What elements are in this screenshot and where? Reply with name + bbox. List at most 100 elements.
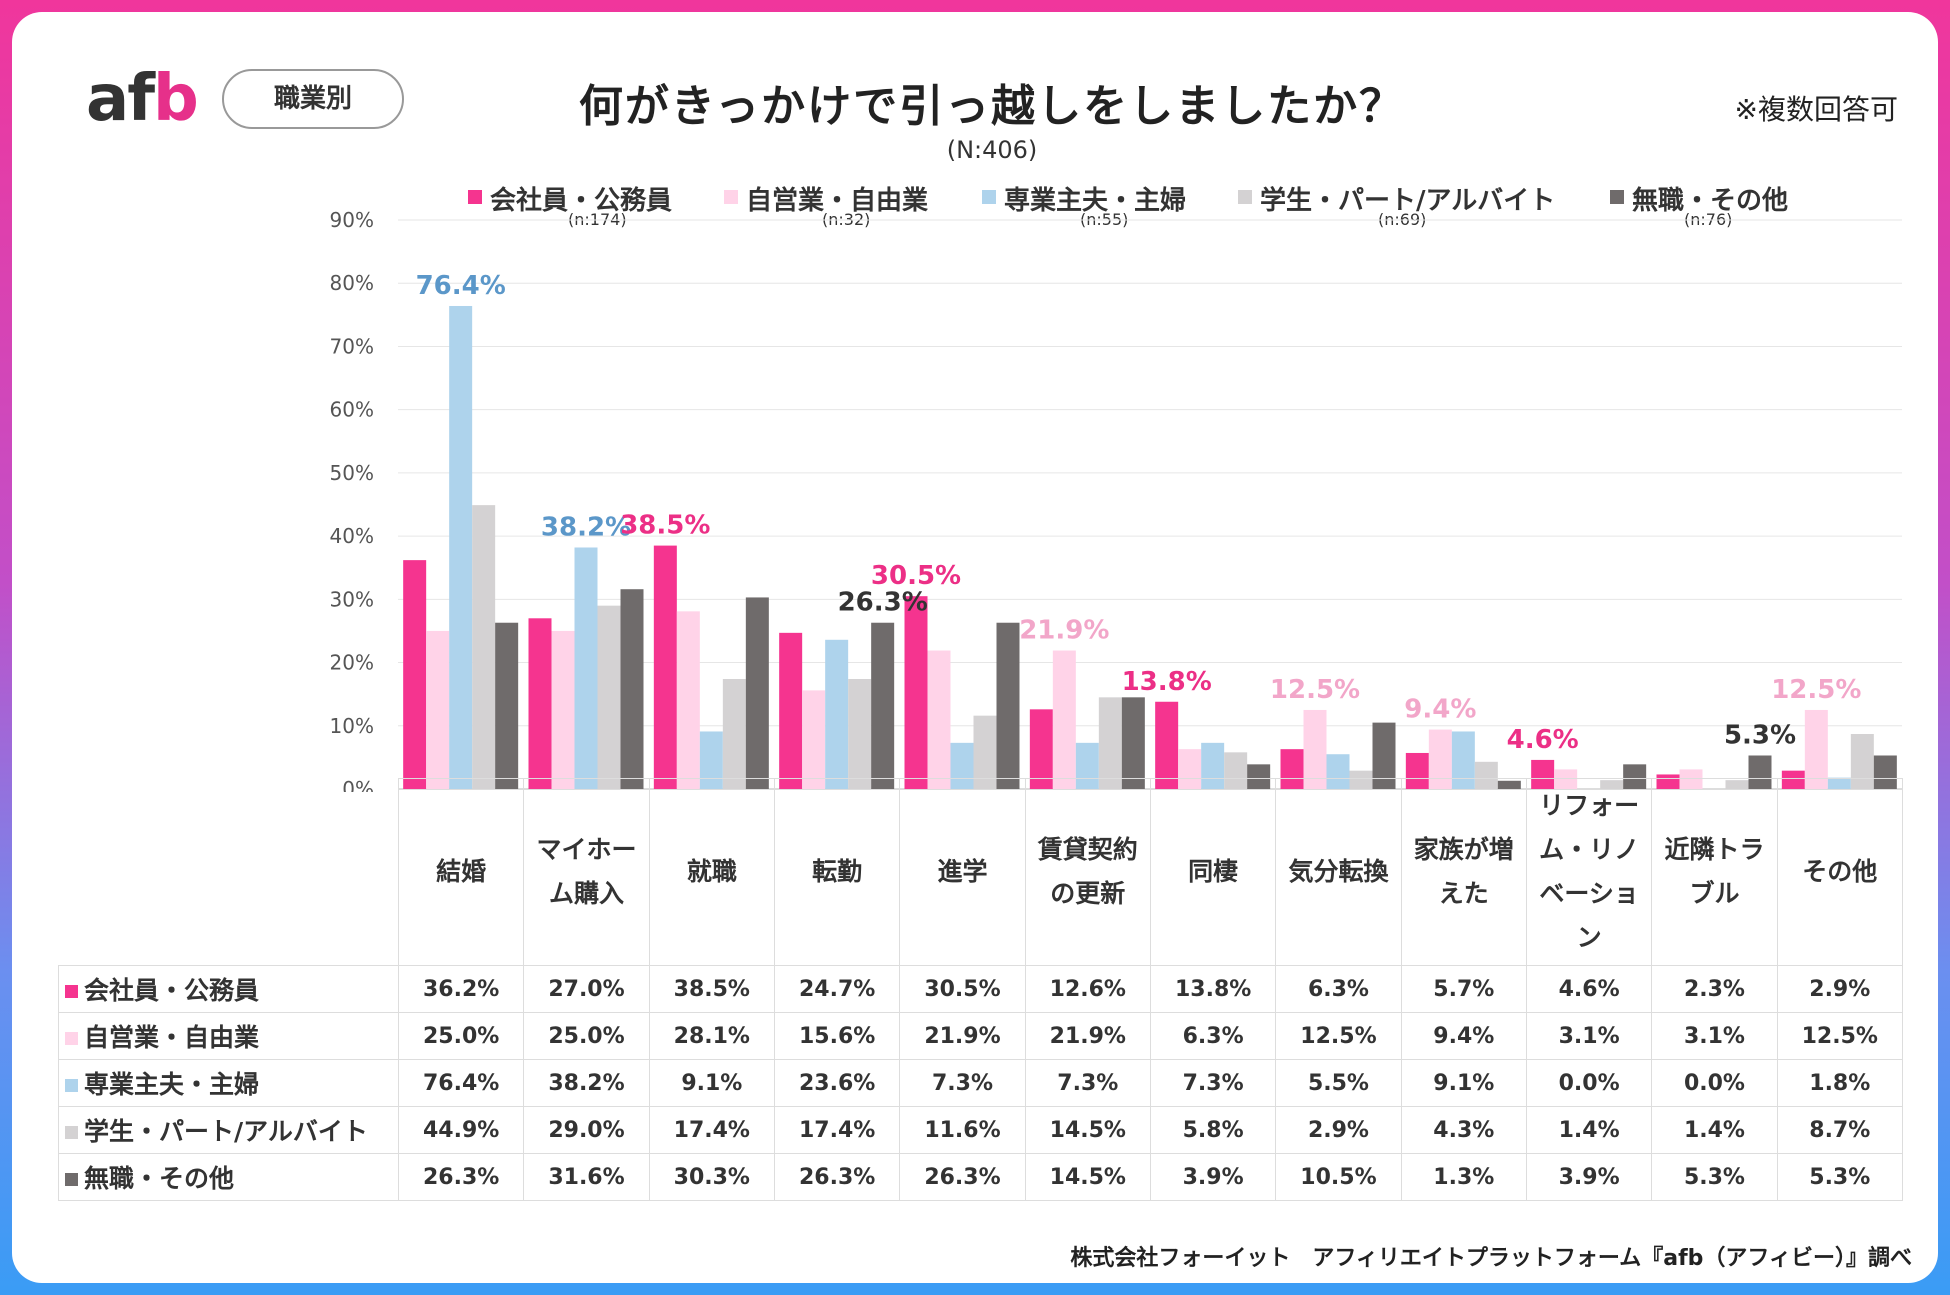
table-cell: 21.9% <box>1024 1012 1151 1060</box>
data-label: 21.9% <box>1019 616 1109 646</box>
legend-swatch <box>468 190 482 204</box>
table-cell: 12.5% <box>1776 1012 1903 1060</box>
bar <box>745 597 769 789</box>
bar <box>449 305 473 789</box>
category-label: 家族が増 えた <box>1400 778 1527 966</box>
bar <box>802 690 826 789</box>
table-cell: 1.4% <box>1525 1106 1653 1154</box>
y-tick-label: 40% <box>330 524 374 548</box>
chart-title: 何がきっかけで引っ越しをしましたか？ <box>578 81 1406 132</box>
bar <box>653 545 677 789</box>
multiple-answer-note: ※複数回答可 <box>1734 93 1898 126</box>
bar <box>676 611 700 789</box>
data-label: 38.2% <box>541 512 631 542</box>
category-label-line: 就職 <box>686 857 737 886</box>
category-label: 気分転換 <box>1275 778 1402 966</box>
table-cell: 30.5% <box>899 965 1026 1013</box>
bar <box>528 618 552 789</box>
table-cell: 12.6% <box>1024 965 1151 1013</box>
table-cell: 0.0% <box>1525 1059 1653 1107</box>
category-label-line: 気分転換 <box>1288 857 1389 886</box>
table-cell: 15.6% <box>773 1012 901 1060</box>
legend-swatch <box>724 190 738 204</box>
legend-swatch <box>982 190 996 204</box>
table-row: 無職・その他 26.3% 31.6% 30.3% 26.3% 26.3% 14.5% 3.9%… <box>58 1153 1903 1201</box>
data-label: 76.4% <box>416 271 506 301</box>
bar <box>551 630 575 789</box>
table-cell: 17.4% <box>773 1106 901 1154</box>
table-cell: 1.3% <box>1400 1153 1527 1201</box>
category-label-line: えた <box>1438 879 1489 908</box>
bar <box>950 742 974 789</box>
row-swatch <box>65 1079 78 1092</box>
row-label: 無職・その他 <box>58 1153 399 1201</box>
logo-letter-b: b <box>153 62 199 136</box>
y-tick-label: 30% <box>330 587 374 611</box>
table-cell: 26.3% <box>773 1153 901 1201</box>
bar <box>825 639 849 789</box>
row-label-text: 会社員・公務員 <box>84 976 260 1005</box>
bar <box>1075 742 1099 789</box>
bar <box>403 560 427 789</box>
bar <box>1303 709 1327 789</box>
table-cell: 30.3% <box>648 1153 775 1201</box>
bar <box>1052 650 1076 789</box>
bar <box>699 731 723 789</box>
sample-size: (N:406) <box>946 136 1038 164</box>
row-label: 会社員・公務員 <box>58 965 399 1013</box>
table-cell: 9.1% <box>1400 1059 1527 1107</box>
category-label-line: ム購入 <box>548 879 624 908</box>
bar <box>1372 722 1396 789</box>
bar <box>1428 729 1452 789</box>
y-tick-label: 50% <box>330 461 374 485</box>
table-cell: 28.1% <box>648 1012 775 1060</box>
y-tick-label: 10% <box>330 714 374 738</box>
table-cell: 25.0% <box>397 1012 525 1060</box>
data-label: 13.8% <box>1122 667 1212 697</box>
category-label: 賃貸契約 の更新 <box>1024 778 1151 966</box>
chart-card: afb 職業別 何がきっかけで引っ越しをしましたか？ (N:406) ※複数回答… <box>12 12 1938 1283</box>
table-cell: 38.2% <box>523 1059 650 1107</box>
bar <box>597 605 621 789</box>
table-cell: 12.5% <box>1275 1012 1402 1060</box>
logo-letter-a: a <box>86 62 129 136</box>
bar <box>1121 697 1145 789</box>
bar <box>1850 733 1874 789</box>
table-cell: 27.0% <box>523 965 650 1013</box>
category-label-line: ム・リノ <box>1539 835 1640 864</box>
category-label: 就職 <box>648 778 775 966</box>
legend-label: 会社員・公務員 <box>490 186 673 216</box>
data-label: 26.3% <box>838 588 928 618</box>
bar <box>1201 742 1225 789</box>
row-swatch <box>65 1032 78 1045</box>
row-swatch <box>65 1126 78 1139</box>
table-cell: 26.3% <box>899 1153 1026 1201</box>
category-label: 進学 <box>899 778 1026 966</box>
bar <box>871 622 895 789</box>
table-cell: 8.7% <box>1776 1106 1903 1154</box>
bar <box>1804 709 1828 789</box>
table-row: 専業主夫・主婦 76.4% 38.2% 9.1% 23.6% 7.3% 7.3% 7.3% 5.… <box>58 1059 1903 1107</box>
data-label: 4.6% <box>1507 725 1579 755</box>
table-cell: 3.1% <box>1525 1012 1653 1060</box>
table-cell: 29.0% <box>523 1106 650 1154</box>
legend-label: 無職・その他 <box>1632 186 1789 216</box>
table-cell: 2.9% <box>1275 1106 1402 1154</box>
table-cell: 13.8% <box>1149 965 1277 1013</box>
category-label-line: ン <box>1576 923 1602 952</box>
table-cell: 24.7% <box>773 965 901 1013</box>
table-cell: 3.9% <box>1149 1153 1277 1201</box>
row-label-text: 学生・パート/アルバイト <box>84 1117 368 1146</box>
table-cell: 14.5% <box>1024 1106 1151 1154</box>
category-label-line: 賃貸契約 <box>1037 835 1138 864</box>
table-row: 学生・パート/アルバイト 44.9% 29.0% 17.4% 17.4% 11.6% 14.… <box>58 1106 1903 1154</box>
bar <box>779 632 803 789</box>
row-label: 専業主夫・主婦 <box>58 1059 399 1107</box>
bar-chart: 0%10%20%30%40%50%60%70%80%90%76.4%38.2%3… <box>330 208 1902 792</box>
table-cell: 5.8% <box>1149 1106 1277 1154</box>
bar <box>927 650 951 789</box>
table-cell: 76.4% <box>397 1059 525 1107</box>
table-cell: 14.5% <box>1024 1153 1151 1201</box>
category-label: その他 <box>1776 778 1903 966</box>
